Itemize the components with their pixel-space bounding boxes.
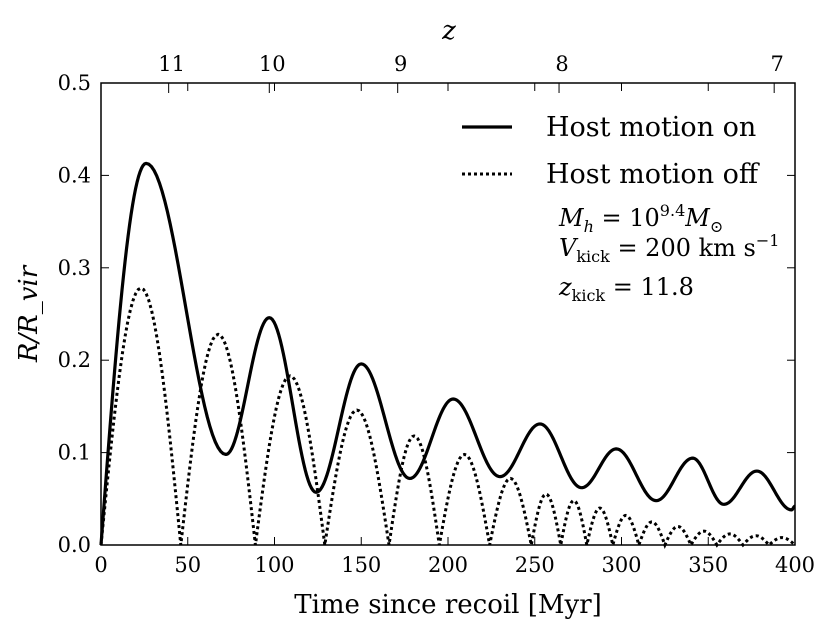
annotation-halo-mass-unit-sub: ⊙	[710, 217, 723, 236]
top-tick-label: 9	[394, 52, 407, 76]
series-host-motion-off-line	[99, 286, 796, 550]
x-tick-label: 0	[94, 553, 107, 577]
y-tick-label: 0.0	[58, 533, 91, 557]
annotation-kick-velocity-base: V	[559, 234, 579, 262]
annotation-kick-velocity: Vkick = 200 km s−1	[559, 231, 779, 266]
annotation-kick-velocity-sup: −1	[756, 231, 780, 250]
y-tick-label: 0.4	[58, 163, 91, 187]
x-tick-label: 150	[341, 553, 381, 577]
y-tick-label: 0.1	[58, 441, 91, 465]
annotation-halo-mass-base: M	[558, 204, 585, 232]
y-tick-label: 0.3	[58, 256, 91, 280]
top-tick-label: 7	[770, 52, 783, 76]
plot-series	[99, 161, 797, 550]
y-tick-label: 0.5	[58, 71, 91, 95]
annotation-halo-mass-sup: 9.4	[660, 201, 685, 220]
x-axis-title: Time since recoil [Myr]	[294, 590, 602, 620]
annotation-halo-mass-value: = 10	[594, 204, 660, 232]
y-axis-ticks: 0.0 0.1 0.2 0.3 0.4 0.5	[58, 71, 795, 557]
top-axis-ticks: 11 10 9 8 7	[158, 52, 784, 93]
x-tick-label: 350	[688, 553, 728, 577]
y-tick-label: 0.2	[58, 348, 91, 372]
legend-label-host-motion-off: Host motion off	[546, 159, 760, 190]
annotation-kick-redshift-base: z	[558, 273, 572, 301]
annotation-kick-velocity-sub: kick	[576, 247, 610, 266]
annotation-halo-mass-sub: h	[584, 217, 594, 236]
plot-frame	[100, 82, 796, 546]
x-tick-label: 400	[775, 553, 815, 577]
top-axis-title: z	[441, 16, 456, 46]
x-tick-label: 100	[254, 553, 294, 577]
y-axis-title: R/R_vir	[14, 264, 44, 363]
x-tick-label: 50	[174, 553, 201, 577]
annotation-kick-redshift-value: = 11.8	[605, 273, 694, 301]
annotation-kick-velocity-value: = 200 km s	[610, 234, 756, 262]
annotation-halo-mass-unit: M	[684, 204, 711, 232]
parameter-annotations: Mh = 109.4M⊙ Vkick = 200 km s−1 zkick = …	[558, 201, 779, 305]
legend: Host motion on Host motion off	[462, 112, 760, 190]
annotation-halo-mass: Mh = 109.4M⊙	[558, 201, 723, 236]
x-tick-label: 250	[515, 553, 555, 577]
x-axis-ticks: 0 50 100 150 200 250 300 350 400	[94, 83, 815, 577]
legend-label-host-motion-on: Host motion on	[546, 112, 756, 143]
annotation-kick-redshift-sub: kick	[572, 286, 606, 305]
x-tick-label: 200	[428, 553, 468, 577]
x-tick-label: 300	[601, 553, 641, 577]
series-host-motion-on-line	[99, 161, 797, 546]
annotation-kick-redshift: zkick = 11.8	[558, 273, 694, 305]
top-tick-label: 11	[158, 52, 185, 76]
top-tick-label: 10	[259, 52, 286, 76]
top-tick-label: 8	[555, 52, 568, 76]
